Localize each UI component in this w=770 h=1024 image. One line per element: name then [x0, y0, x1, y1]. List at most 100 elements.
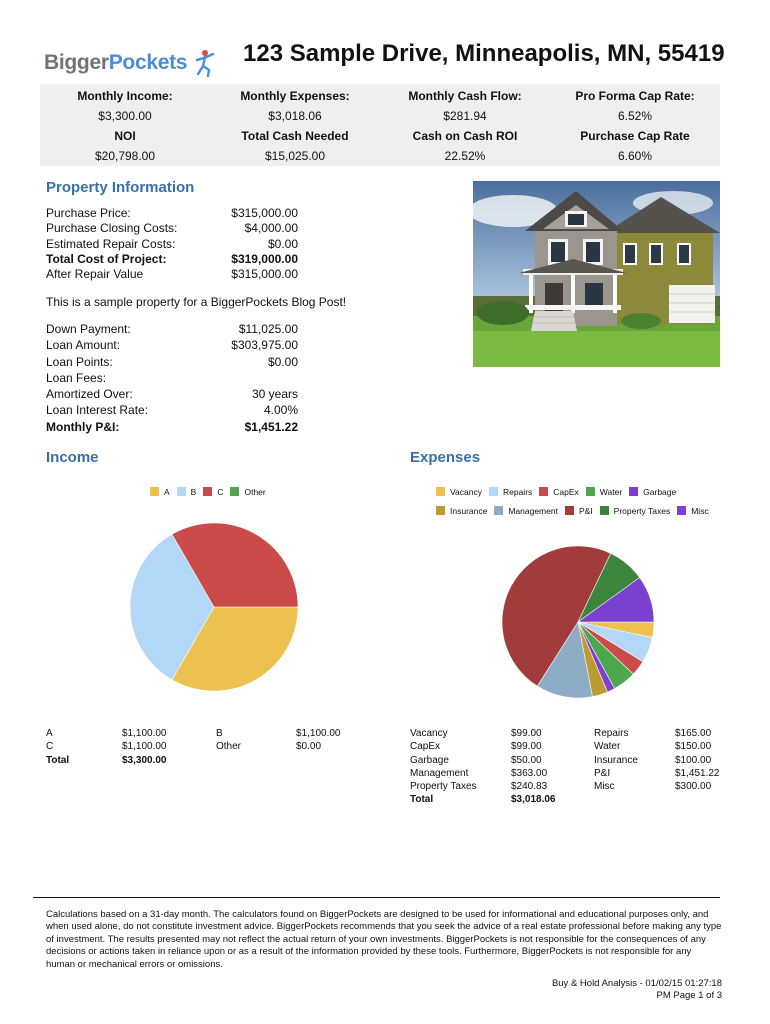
expenses-table: Vacancy $99.00 Repairs $165.00 CapEx $99.00 W… [410, 727, 720, 807]
cost-row: Estimated Repair Costs: $0.00 [46, 236, 298, 251]
legend-swatch [539, 487, 549, 496]
income-table: A $1,100.00 B $1,100.00 C $1,100.00 Other $0.0… [46, 727, 341, 767]
table-row: Management $363.00 P&I $1,451.22 [410, 767, 720, 779]
legend-swatch [436, 487, 445, 496]
pie-slice-misc [577, 577, 655, 623]
legend-label: Repairs [502, 486, 533, 497]
table-row: CapEx $99.00 Water $150.00 [410, 741, 712, 753]
summary-value: 6.52% [617, 109, 653, 123]
income-legend: A B C Other [150, 482, 273, 501]
summary-value: 22.52% [444, 149, 486, 163]
cost-row: Purchase Closing Costs: $4,000.00 [46, 221, 298, 236]
summary-label: Purchase Cap Rate [580, 129, 690, 143]
legend-swatch [677, 506, 687, 515]
legend-swatch [203, 487, 213, 496]
total-cost-row: Total Cost of Project: $319,000.00 [46, 251, 298, 266]
summary-labels-row-1: Monthly Income: Monthly Expenses: Monthl… [40, 86, 720, 106]
legend-item-c: C [203, 487, 223, 497]
table-total-row: Total $3,300.00 [46, 754, 167, 766]
legend-swatch [176, 487, 186, 496]
property-photo [473, 181, 720, 367]
footer-line: Buy & Hold Analysis - 01/02/15 01:27:18 [551, 978, 722, 989]
legend-swatch [494, 506, 504, 515]
expenses-legend: Vacancy Repairs CapEx Water Garbage Insurance… [436, 482, 726, 520]
summary-value: $15,025.00 [264, 149, 326, 163]
legend-item-capex: CapEx [539, 487, 579, 497]
legend-swatch [230, 487, 240, 496]
page-title: 123 Sample Drive, Minneapolis, MN, 55419 [243, 40, 725, 67]
legend-label: CapEx [553, 486, 579, 497]
loan-row: Loan Amount: $303,975.00 [46, 338, 298, 353]
legend-label: Vacancy [450, 486, 482, 497]
property-info-heading: Property Information [46, 179, 195, 196]
legend-item-property-taxes: Property Taxes [599, 505, 671, 516]
logo-text: BiggerPockets [44, 51, 188, 74]
legend-label: B [190, 486, 197, 497]
pie-slice-c [171, 522, 299, 608]
legend-swatch [599, 506, 609, 515]
pie-slice-b [129, 533, 215, 681]
income-pie-chart [129, 522, 299, 692]
table-row: C $1,100.00 Other $0.00 [46, 741, 322, 753]
summary-label: Pro Forma Cap Rate: [575, 89, 695, 103]
logo-figure-icon [195, 50, 215, 78]
monthly-pi-row: Monthly P&I: $1,451.22 [46, 419, 298, 434]
legend-label: A [164, 486, 170, 497]
summary-values-row-2: $20,798.00 $15,025.00 22.52% 6.60% [40, 146, 720, 166]
legend-swatch [564, 506, 574, 515]
house-illustration [473, 181, 720, 367]
summary-labels-row-2: NOI Total Cash Needed Cash on Cash ROI P… [40, 126, 720, 146]
expenses-pie-chart [501, 545, 655, 699]
summary-label: Total Cash Needed [241, 129, 349, 143]
legend-row: Insurance Management P&I Property Taxes Misc [436, 501, 726, 520]
loan-row: Loan Interest Rate: 4.00% [46, 403, 298, 418]
loan-row: Amortized Over: 30 years [46, 387, 298, 402]
table-total-row: Total $3,018.06 [410, 794, 556, 806]
legend-item-insurance: Insurance [436, 506, 487, 516]
summary-band: Monthly Income: Monthly Expenses: Monthl… [40, 84, 720, 166]
footer-info: Buy & Hold Analysis - 01/02/15 01:27:18 … [552, 978, 722, 1003]
legend-item-a: A [150, 487, 170, 497]
legend-label: Property Taxes [613, 505, 671, 516]
footer-line: PM Page 1 of 3 [656, 990, 722, 1002]
summary-value: $281.94 [443, 109, 487, 123]
loan-row: Loan Points: $0.00 [46, 354, 298, 369]
summary-label: Monthly Cash Flow: [408, 89, 522, 103]
summary-label: Monthly Income: [77, 89, 173, 103]
legend-row: A B C Other [150, 482, 273, 501]
legend-item-b: B [176, 486, 197, 497]
summary-label: Monthly Expenses: [240, 89, 350, 103]
cost-row: After Repair Value $315,000.00 [46, 267, 298, 282]
legend-swatch [585, 487, 595, 496]
table-row: A $1,100.00 B $1,100.00 [46, 728, 341, 739]
legend-swatch [150, 487, 159, 496]
legend-label: Garbage [643, 486, 677, 497]
summary-value: $3,300.00 [98, 109, 152, 123]
pie-slice-a [171, 606, 299, 692]
legend-item-p-i: P&I [564, 505, 593, 516]
legend-label: Management [508, 505, 558, 516]
legend-item-misc: Misc [677, 506, 709, 516]
legend-item-management: Management [494, 506, 558, 516]
summary-values-row-1: $3,300.00 $3,018.06 $281.94 6.52% [40, 106, 720, 126]
legend-item-repairs: Repairs [488, 486, 533, 497]
legend-item-vacancy: Vacancy [436, 487, 482, 497]
pie-slice-p-i [501, 545, 612, 687]
property-note: This is a sample property for a BiggerPo… [46, 295, 347, 309]
table-row: Garbage $50.00 Insurance $100.00 [410, 754, 712, 766]
summary-value: $20,798.00 [94, 149, 156, 163]
legend-row: Vacancy Repairs CapEx Water Garbage [436, 482, 726, 501]
legend-label: P&I [578, 505, 593, 516]
summary-label: Cash on Cash ROI [412, 129, 518, 143]
loan-row: Down Payment: $11,025.00 [46, 322, 298, 336]
project-costs-list: Purchase Price: $315,000.00 Purchase Clos… [46, 206, 298, 282]
table-row: Property Taxes $240.83 Misc $300.00 [410, 781, 712, 793]
summary-value: 6.60% [617, 149, 653, 163]
legend-label: C [217, 486, 224, 497]
loan-row: Loan Fees: [46, 370, 107, 385]
legend-label: Other [244, 486, 266, 497]
legend-swatch [436, 506, 445, 515]
disclaimer-text: Calculations based on a 31-day month. Th… [46, 909, 722, 970]
legend-swatch [488, 487, 498, 496]
expenses-heading: Expenses [410, 449, 481, 466]
